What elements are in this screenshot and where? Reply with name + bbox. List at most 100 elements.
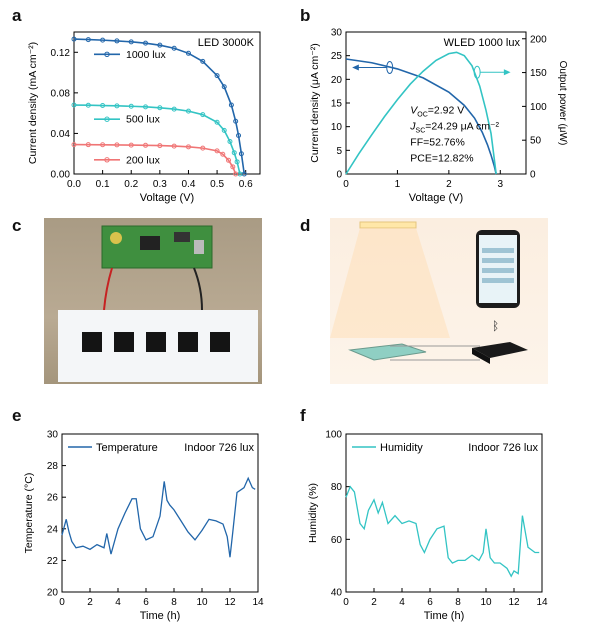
x-tick-label: 1 bbox=[395, 179, 401, 190]
y-axis-label: Temperature (°C) bbox=[23, 473, 35, 554]
data-point bbox=[128, 39, 134, 45]
y-tick-label: 60 bbox=[331, 535, 343, 546]
series-line-200-lux bbox=[73, 143, 237, 175]
system-illustration-drawing: ᛒ bbox=[330, 221, 528, 364]
data-point bbox=[85, 102, 91, 108]
param-voc: VOC=2.92 V bbox=[410, 104, 464, 118]
data-point bbox=[71, 102, 77, 108]
data-point bbox=[171, 45, 177, 51]
chart-annotation: WLED 1000 lux bbox=[444, 37, 521, 49]
data-point bbox=[200, 145, 206, 151]
chart-a-jv-led: 0.0 0.1 0.2 0.3 0.4 0.5 0.6 0.00 0.04 0.08 0.12 Vol… bbox=[27, 31, 261, 204]
x-tick-label: 8 bbox=[455, 597, 461, 608]
y-tick-label: 30 bbox=[331, 28, 343, 39]
data-point bbox=[214, 148, 220, 154]
y-tick-label: 22 bbox=[47, 556, 59, 567]
x-tick-label: 0 bbox=[59, 597, 65, 608]
param-jsc-sub: SC bbox=[416, 128, 426, 135]
data-point bbox=[214, 119, 220, 125]
series-line-humidity bbox=[345, 485, 540, 578]
y-tick-label: 20 bbox=[47, 588, 59, 599]
data-point bbox=[236, 132, 242, 138]
plot-frame bbox=[345, 433, 543, 593]
y-tick-label: 0 bbox=[336, 170, 342, 181]
data-point bbox=[100, 37, 106, 43]
data-point bbox=[228, 102, 234, 108]
y-tick-label: 0.00 bbox=[51, 170, 71, 181]
panel-label-c: c bbox=[12, 216, 22, 235]
data-point bbox=[171, 106, 177, 112]
panel-label-d: d bbox=[300, 216, 311, 235]
x-axis-label: Voltage (V) bbox=[140, 192, 194, 204]
data-point bbox=[233, 118, 239, 124]
series-line-1000-lux bbox=[73, 38, 246, 175]
data-point bbox=[221, 84, 227, 90]
y-tick-label: 20 bbox=[331, 75, 343, 86]
chart-annotation: Indoor 726 lux bbox=[468, 442, 538, 454]
data-point bbox=[226, 157, 232, 163]
x-axis-label: Time (h) bbox=[140, 610, 181, 622]
data-point bbox=[114, 142, 120, 148]
y-tick-label: 0.12 bbox=[51, 48, 71, 59]
data-point bbox=[157, 143, 163, 149]
y-tick-label: 40 bbox=[331, 588, 343, 599]
data-point bbox=[230, 164, 236, 170]
legend-marker bbox=[104, 51, 110, 58]
data-point bbox=[128, 103, 134, 109]
x-tick-label: 2 bbox=[87, 597, 93, 608]
legend-marker bbox=[104, 157, 110, 163]
data-point bbox=[227, 139, 233, 145]
x-tick-label: 8 bbox=[171, 597, 177, 608]
legend-label: 1000 lux bbox=[126, 49, 166, 61]
data-point bbox=[71, 142, 77, 148]
data-point bbox=[157, 105, 163, 111]
y-tick-label: 30 bbox=[47, 430, 59, 441]
y-tick-label: 24 bbox=[47, 524, 59, 535]
chart-f-humidity: 0 2 4 6 8 10 12 14 40 60 80 100 Time (h) Humidity (%)… bbox=[307, 430, 548, 623]
y-tick-label: 10 bbox=[331, 122, 343, 133]
x-tick-label: 2 bbox=[446, 179, 452, 190]
x-tick-label: 6 bbox=[427, 597, 433, 608]
panel-label-b: b bbox=[300, 6, 311, 25]
y-right-tick-label: 150 bbox=[530, 68, 547, 79]
x-tick-label: 0 bbox=[343, 597, 349, 608]
x-tick-label: 0.3 bbox=[153, 179, 167, 190]
data-point bbox=[185, 144, 191, 150]
y-tick-label: 26 bbox=[47, 493, 59, 504]
data-point bbox=[233, 171, 239, 177]
data-point bbox=[143, 104, 149, 110]
param-jsc-symbol: J bbox=[409, 121, 416, 133]
data-point bbox=[185, 50, 191, 56]
data-point bbox=[238, 151, 244, 157]
y-tick-label: 5 bbox=[336, 146, 342, 157]
data-point bbox=[100, 103, 106, 109]
data-point bbox=[157, 42, 163, 48]
y-tick-label: 25 bbox=[331, 51, 343, 62]
data-point bbox=[114, 38, 120, 44]
data-point bbox=[143, 40, 149, 46]
data-point bbox=[100, 142, 106, 148]
panel-label-e: e bbox=[12, 406, 22, 425]
y-right-tick-label: 50 bbox=[530, 136, 542, 147]
series-line-500-lux bbox=[73, 104, 241, 175]
panel-label-a: a bbox=[12, 6, 22, 25]
legend-label: Temperature bbox=[96, 442, 158, 454]
left-arrowhead bbox=[352, 64, 359, 71]
bluetooth-icon: ᛒ bbox=[492, 319, 499, 333]
y-tick-label: 80 bbox=[331, 482, 343, 493]
param-pce: PCE=12.82% bbox=[410, 153, 473, 165]
param-voc-sub: OC bbox=[417, 111, 428, 118]
device-photo bbox=[44, 218, 262, 384]
x-axis-label: Voltage (V) bbox=[409, 192, 463, 204]
y-tick-label: 0.04 bbox=[51, 129, 71, 140]
x-tick-label: 12 bbox=[224, 597, 236, 608]
x-tick-label: 12 bbox=[508, 597, 520, 608]
x-tick-label: 0.4 bbox=[182, 179, 196, 190]
data-point bbox=[85, 37, 91, 43]
chart-annotation: Indoor 726 lux bbox=[184, 442, 254, 454]
data-point bbox=[71, 36, 77, 42]
data-point bbox=[185, 108, 191, 114]
x-tick-label: 0.2 bbox=[124, 179, 138, 190]
param-ff: FF=52.76% bbox=[410, 137, 465, 149]
